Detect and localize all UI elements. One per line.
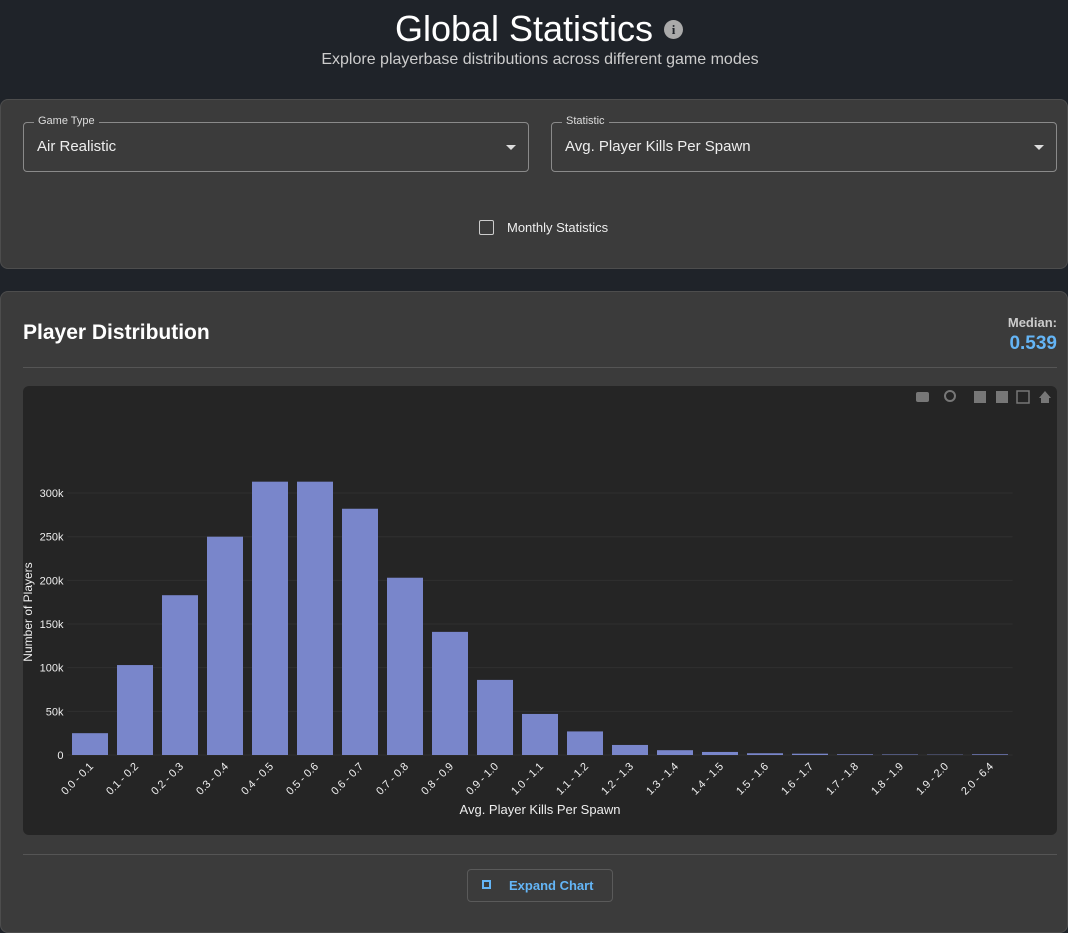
camera-icon[interactable] bbox=[916, 392, 929, 402]
bar bbox=[297, 482, 333, 755]
bar bbox=[837, 754, 873, 755]
expand-button[interactable]: Expand Chart bbox=[467, 869, 613, 902]
bar bbox=[432, 632, 468, 755]
bar bbox=[747, 753, 783, 755]
bar bbox=[972, 754, 1008, 755]
divider bbox=[23, 367, 1057, 368]
bar bbox=[792, 754, 828, 755]
panel-title: Player Distribution bbox=[23, 321, 210, 345]
divider bbox=[23, 854, 1057, 855]
expand-icon bbox=[482, 880, 491, 889]
bar bbox=[72, 733, 108, 755]
button-label: Expand Chart bbox=[509, 870, 594, 901]
chart: Number of Players Avg. Player Kills Per … bbox=[23, 386, 1057, 835]
bar bbox=[252, 482, 288, 755]
zoom-in-icon[interactable] bbox=[974, 391, 986, 403]
bar bbox=[117, 665, 153, 755]
zoom-out-icon[interactable] bbox=[996, 391, 1008, 403]
checkbox-label[interactable]: Monthly Statistics bbox=[507, 220, 608, 235]
y-tick-label: 200k bbox=[40, 575, 64, 587]
dropdown-arrow bbox=[506, 145, 516, 150]
page-title: Global Statistics bbox=[0, 8, 1048, 50]
y-tick-label: 50k bbox=[46, 706, 64, 718]
statistic-select[interactable]: Statistic Avg. Player Kills Per Spawn bbox=[551, 122, 1057, 172]
bar bbox=[882, 754, 918, 755]
bar bbox=[702, 752, 738, 755]
y-tick-label: 300k bbox=[40, 488, 64, 500]
bar bbox=[477, 680, 513, 755]
checkbox[interactable] bbox=[479, 220, 494, 235]
game-type-select[interactable]: Game Type Air Realistic bbox=[23, 122, 529, 172]
y-tick-label: 150k bbox=[40, 619, 64, 631]
filter-panel: Game Type Air Realistic Statistic Avg. P… bbox=[0, 99, 1068, 269]
bar bbox=[162, 595, 198, 755]
page: Global Statistics i Explore playerbase d… bbox=[0, 0, 1068, 914]
info-icon[interactable]: i bbox=[664, 20, 683, 39]
bar bbox=[567, 731, 603, 755]
select-value: Air Realistic bbox=[37, 138, 116, 155]
y-tick-label: 0 bbox=[57, 750, 63, 762]
dropdown-arrow bbox=[1034, 145, 1044, 150]
x-axis-title: Avg. Player Kills Per Spawn bbox=[460, 802, 621, 817]
page-subtitle: Explore playerbase distributions across … bbox=[0, 51, 1068, 69]
y-tick-label: 100k bbox=[40, 663, 64, 675]
median-value: 0.539 bbox=[1009, 333, 1057, 355]
bar bbox=[387, 578, 423, 755]
bar bbox=[207, 537, 243, 755]
select-label: Game Type bbox=[34, 115, 99, 127]
median-label: Median: bbox=[1008, 315, 1057, 330]
bar bbox=[342, 509, 378, 755]
bar bbox=[657, 750, 693, 755]
bar bbox=[522, 714, 558, 755]
y-axis-title: Number of Players bbox=[23, 562, 35, 661]
select-label: Statistic bbox=[562, 115, 609, 127]
bar bbox=[612, 745, 648, 755]
y-tick-label: 250k bbox=[40, 532, 64, 544]
select-value: Avg. Player Kills Per Spawn bbox=[565, 138, 751, 155]
